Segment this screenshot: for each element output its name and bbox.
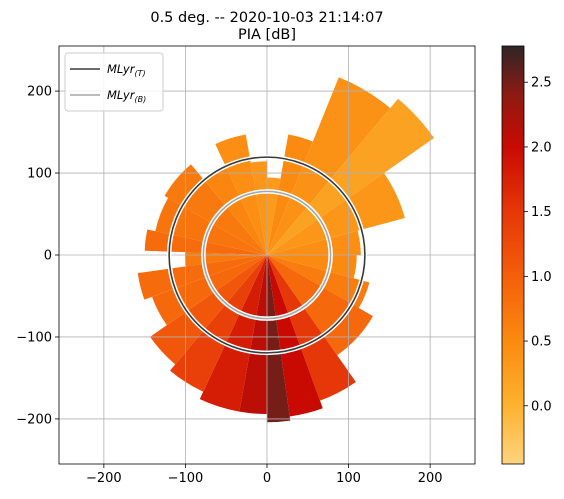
- pia-sector-6: [267, 255, 357, 279]
- pia-sector-9: [267, 255, 356, 401]
- pia-sector-2: [267, 77, 391, 256]
- x-tick-label: 0: [263, 471, 271, 486]
- pia-sector-10: [267, 255, 323, 417]
- pia-sector-21: [164, 164, 267, 255]
- pia-sector-24: [250, 161, 267, 255]
- y-tick-label: 0: [44, 249, 52, 264]
- x-tick-label: −100: [168, 471, 204, 486]
- pia-sector-16: [152, 255, 267, 326]
- pia-sector-11: [267, 255, 291, 423]
- colorbar-tick-label: 0.0: [531, 399, 552, 414]
- colorbar-tick-label: 1.5: [531, 205, 552, 220]
- x-tick-label: 200: [418, 471, 443, 486]
- x-tick-label: −200: [86, 471, 122, 486]
- chart-title: 0.5 deg. -- 2020-10-03 21:14:07: [150, 10, 383, 26]
- ring-0: [168, 156, 366, 354]
- pia-sector-12: [239, 255, 267, 415]
- y-tick-label: −200: [16, 412, 52, 427]
- y-axis: −200 −100 0 100 200: [16, 85, 59, 427]
- pia-sector-4: [267, 173, 405, 255]
- y-tick-label: −100: [16, 330, 52, 345]
- pia-sector-22: [204, 166, 267, 255]
- pia-sector-17: [137, 255, 267, 300]
- pia-sector-3: [267, 98, 435, 255]
- x-tick-label: 100: [336, 471, 361, 486]
- legend: MLyr(T)MLyr(B): [64, 52, 164, 112]
- pia-sector-0: [267, 177, 281, 255]
- y-tick-label: 200: [27, 85, 52, 100]
- y-tick-label: 100: [27, 167, 52, 182]
- colorbar-tick-label: 0.5: [531, 335, 552, 350]
- colorbar-tick-label: 2.5: [531, 76, 552, 91]
- chart-subtitle: PIA [dB]: [238, 27, 296, 43]
- colorbar-axis: 0.0 0.5 1.0 1.5 2.0 2.5: [524, 76, 552, 414]
- pia-sector-8: [267, 255, 373, 356]
- legend-box: [64, 52, 164, 112]
- pia-sector-7: [267, 255, 370, 309]
- colorbar-tick-label: 1.0: [531, 270, 552, 285]
- x-axis: −200 −100 0 100 200: [86, 464, 443, 486]
- pia-sector-13: [199, 255, 267, 412]
- ring-1: [202, 190, 332, 320]
- melting-layer-rings: [166, 154, 368, 356]
- pia-sector-14: [170, 255, 267, 392]
- colorbar: [501, 45, 525, 465]
- colorbar-tick-label: 2.0: [531, 140, 552, 155]
- pia-sector-5: [267, 230, 361, 255]
- grid-lines: [59, 46, 475, 464]
